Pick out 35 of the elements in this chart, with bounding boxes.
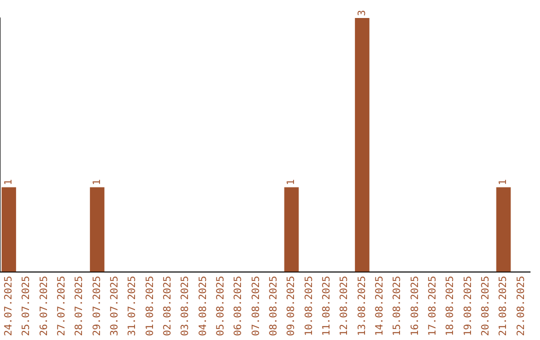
x-tick-label: 16.08.2025 (410, 276, 421, 336)
x-tick-label: 17.08.2025 (427, 276, 438, 336)
x-tick-label: 14.08.2025 (374, 276, 386, 336)
x-tick-label: 13.08.2025 (356, 276, 368, 336)
x-tick-label: 27.07.2025 (56, 276, 68, 336)
x-tick-label: 05.08.2025 (215, 276, 226, 336)
x-tick-label: 20.08.2025 (480, 276, 492, 336)
x-tick-label: 03.08.2025 (180, 276, 192, 336)
x-tick-label: 26.07.2025 (38, 276, 50, 336)
data-label: 1 (498, 179, 510, 186)
x-tick-label: 02.08.2025 (162, 276, 174, 336)
x-tick-label: 30.07.2025 (109, 276, 120, 336)
x-tick-label: 24.07.2025 (3, 276, 14, 336)
x-tick-label: 15.08.2025 (392, 276, 404, 336)
x-tick-label: 06.08.2025 (233, 276, 244, 336)
x-tick-label: 01.08.2025 (144, 276, 156, 336)
x-tick-label: 12.08.2025 (339, 276, 350, 336)
data-label: 1 (286, 179, 298, 186)
data-label: 3 (356, 10, 368, 16)
x-tick-label: 19.08.2025 (462, 276, 474, 336)
x-tick-label: 25.07.2025 (21, 276, 32, 336)
x-tick-label: 28.07.2025 (74, 276, 86, 336)
x-tick-label: 07.08.2025 (250, 276, 262, 336)
x-tick-label: 18.08.2025 (445, 276, 456, 336)
x-tick-label: 31.07.2025 (127, 276, 138, 336)
x-tick-label: 22.08.2025 (516, 276, 527, 336)
x-tick-label: 21.08.2025 (498, 276, 510, 336)
x-tick-label: 08.08.2025 (268, 276, 280, 336)
x-tick-label: 04.08.2025 (198, 276, 209, 336)
x-tick-label: 10.08.2025 (304, 276, 315, 336)
data-label: 1 (3, 179, 14, 186)
x-tick-label: 09.08.2025 (286, 276, 298, 336)
data-label: 1 (92, 179, 103, 186)
x-tick-label: 29.07.2025 (92, 276, 103, 336)
x-tick-label: 11.08.2025 (321, 276, 332, 336)
